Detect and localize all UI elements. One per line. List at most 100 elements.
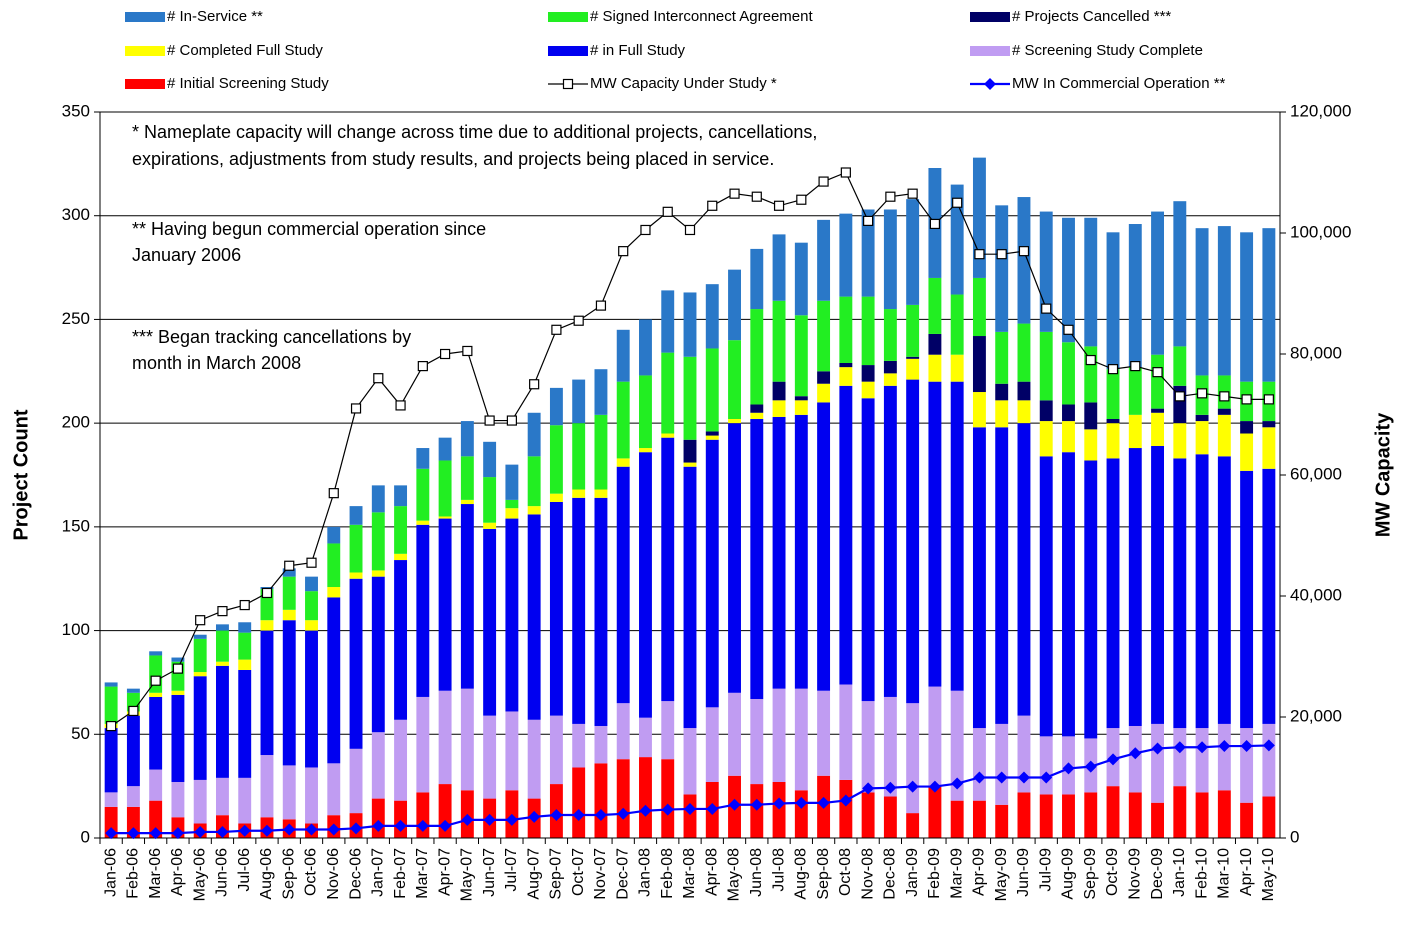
line-marker [1107,364,1119,375]
bar-segment [1084,429,1098,461]
bar-segment [215,630,229,662]
bar-segment [772,381,786,401]
bar-segment [549,387,563,426]
bar-segment [705,707,719,782]
bar-segment [705,435,719,440]
x-tick-label: Nov-08 [859,848,876,900]
bar-segment [928,277,942,334]
bar-segment [594,369,608,415]
y-tick-label: 100 [62,620,90,639]
bar-segment [794,242,808,316]
bar-segment [772,300,786,382]
bar-segment [1084,217,1098,347]
bar-segment [794,400,808,415]
y-tick-label: 150 [62,516,90,535]
line-marker [484,415,495,426]
line-marker [350,403,362,414]
x-tick-label: Feb-10 [1193,848,1210,899]
bar-segment [1240,232,1254,382]
bar-segment [1195,792,1209,838]
line-marker [216,825,229,838]
line-marker [327,823,340,836]
bar-segment [505,499,519,509]
bar-segment [1039,456,1053,737]
bar-segment [282,568,296,577]
bar-segment [371,512,385,571]
line-marker [840,167,851,178]
line-marker [594,809,607,822]
x-tick-label: Nov-09 [1127,848,1144,900]
line-marker [796,194,807,205]
bar-segment [238,622,252,633]
x-tick-label: Aug-07 [525,848,542,900]
line-marker [127,827,140,840]
bar-segment [594,414,608,490]
line-marker [1062,762,1075,775]
bar-segment [661,701,675,760]
bar-segment [750,412,764,419]
x-tick-label: Jan-10 [1171,848,1188,897]
line-marker [105,827,118,840]
x-tick-label: Oct-08 [837,848,854,896]
line-marker [1240,740,1253,753]
x-tick-label: May-09 [993,848,1010,901]
x-tick-label: Dec-07 [614,848,631,900]
bar-segment [817,383,831,403]
x-tick-label: Oct-07 [570,848,587,896]
y2-tick-label: 0 [1290,827,1299,846]
bar-segment [839,213,853,297]
bar-segment [371,732,385,799]
bar-segment [750,699,764,785]
y-tick-label: 300 [62,205,90,224]
bar-segment [861,792,875,838]
x-tick-label: Mar-06 [147,848,164,899]
bar-segment [1151,211,1165,355]
line-marker [1219,391,1230,402]
legend-swatch [970,46,1010,56]
bar-segment [1084,792,1098,838]
line-marker [572,809,585,822]
legend-label: # Signed Interconnect Agreement [590,8,813,25]
y2-tick-label: 120,000 [1290,101,1351,120]
bar-segment [1240,470,1254,729]
y-axis-label: Project Count [10,409,32,540]
bar-segment [705,284,719,349]
bar-segment [817,219,831,301]
line-marker [573,315,584,326]
line-marker [373,373,384,384]
bar-segment [238,632,252,660]
bar-segment [1062,794,1075,838]
x-tick-label: Mar-08 [681,848,698,899]
bar-segment [861,398,875,702]
bar-segment [1262,723,1276,797]
bar-segment [861,365,875,382]
x-tick-label: May-10 [1260,848,1277,901]
bar-segment [505,518,519,712]
bar-segment [1017,715,1031,793]
line-marker [729,188,740,199]
bar-segment [438,460,452,517]
bar-segment [1217,408,1231,415]
bar-segment [1106,369,1120,419]
legend-label: # Projects Cancelled *** [1012,8,1171,25]
bar-segment [950,184,964,295]
bar-segment [371,576,385,733]
line-marker [863,215,874,226]
bar-segment [1151,412,1165,446]
legend-label: MW In Commercial Operation ** [1012,75,1226,92]
bar-segment [549,501,563,716]
bar-segment [149,692,163,697]
bar-segment [972,277,986,337]
y2-tick-label: 80,000 [1290,343,1342,362]
bar-segment [1039,794,1053,838]
bar-segment [1106,786,1120,838]
x-tick-label: Oct-06 [303,848,320,896]
x-tick-label: Apr-08 [703,848,720,896]
bar-segment [260,630,274,756]
line-marker [1241,394,1252,405]
bar-segment [639,375,652,449]
bar-segment [794,315,808,397]
line-marker [171,827,184,840]
legend-label: MW Capacity Under Study * [590,75,777,92]
bar-segment [661,352,675,434]
